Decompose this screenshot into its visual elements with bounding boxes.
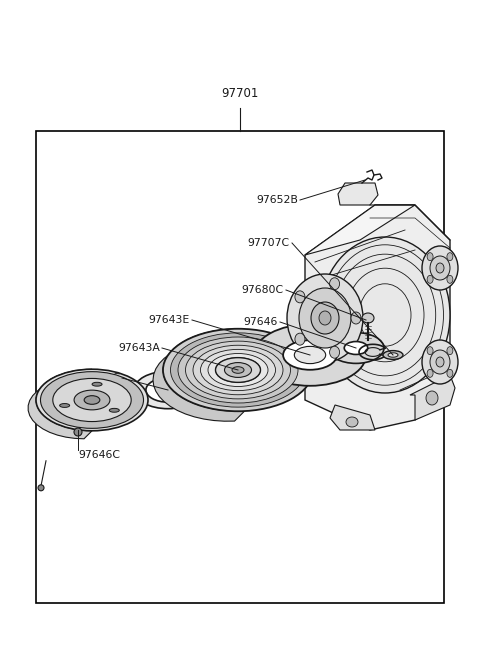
- Ellipse shape: [283, 340, 337, 370]
- Ellipse shape: [330, 346, 339, 358]
- Text: 97646C: 97646C: [78, 450, 120, 460]
- Ellipse shape: [447, 346, 453, 355]
- Ellipse shape: [40, 371, 144, 428]
- Text: 97701: 97701: [221, 87, 259, 100]
- Ellipse shape: [225, 363, 252, 377]
- Ellipse shape: [427, 253, 433, 261]
- Ellipse shape: [232, 367, 244, 373]
- Ellipse shape: [346, 417, 358, 427]
- Ellipse shape: [299, 288, 351, 348]
- Text: 97643A: 97643A: [118, 343, 160, 353]
- Polygon shape: [338, 183, 378, 205]
- Ellipse shape: [216, 358, 261, 383]
- Ellipse shape: [134, 371, 202, 409]
- Ellipse shape: [74, 428, 82, 436]
- Ellipse shape: [330, 278, 339, 290]
- Ellipse shape: [383, 350, 403, 360]
- Ellipse shape: [216, 358, 261, 383]
- Ellipse shape: [422, 246, 458, 290]
- Text: 97652B: 97652B: [256, 195, 298, 205]
- Ellipse shape: [388, 353, 398, 357]
- Ellipse shape: [178, 337, 298, 403]
- Ellipse shape: [295, 333, 305, 345]
- Ellipse shape: [328, 333, 384, 364]
- Ellipse shape: [422, 340, 458, 384]
- Ellipse shape: [74, 390, 110, 410]
- Ellipse shape: [427, 275, 433, 284]
- Ellipse shape: [295, 291, 305, 303]
- Ellipse shape: [319, 311, 331, 325]
- Ellipse shape: [362, 313, 374, 323]
- Polygon shape: [305, 205, 450, 430]
- Ellipse shape: [38, 485, 44, 491]
- Ellipse shape: [36, 369, 148, 431]
- Ellipse shape: [430, 350, 450, 374]
- Polygon shape: [28, 369, 92, 439]
- Polygon shape: [330, 405, 375, 430]
- Ellipse shape: [294, 346, 325, 364]
- Bar: [36, 131, 444, 603]
- Text: 97644C: 97644C: [78, 373, 120, 383]
- Ellipse shape: [146, 378, 190, 402]
- Ellipse shape: [351, 312, 361, 324]
- Ellipse shape: [84, 396, 100, 404]
- Ellipse shape: [193, 345, 283, 395]
- Ellipse shape: [427, 346, 433, 355]
- Ellipse shape: [447, 253, 453, 261]
- Ellipse shape: [287, 274, 363, 362]
- Ellipse shape: [311, 302, 339, 334]
- Ellipse shape: [254, 324, 366, 386]
- Ellipse shape: [60, 403, 70, 407]
- Ellipse shape: [92, 383, 102, 386]
- Text: 97680C: 97680C: [242, 285, 284, 295]
- Polygon shape: [153, 329, 244, 421]
- Ellipse shape: [320, 237, 450, 393]
- Ellipse shape: [447, 369, 453, 377]
- Ellipse shape: [208, 354, 268, 386]
- Text: 97646: 97646: [244, 317, 278, 327]
- Polygon shape: [305, 205, 415, 255]
- Ellipse shape: [53, 379, 131, 422]
- Ellipse shape: [447, 275, 453, 284]
- Ellipse shape: [436, 263, 444, 273]
- Ellipse shape: [201, 349, 276, 390]
- Ellipse shape: [163, 329, 313, 411]
- Ellipse shape: [426, 391, 438, 405]
- Ellipse shape: [430, 256, 450, 280]
- Ellipse shape: [109, 408, 120, 412]
- Text: 97707C: 97707C: [248, 238, 290, 248]
- Ellipse shape: [427, 369, 433, 377]
- Polygon shape: [410, 375, 455, 420]
- Text: 97643E: 97643E: [149, 315, 190, 325]
- Ellipse shape: [170, 333, 305, 407]
- Ellipse shape: [436, 357, 444, 367]
- Ellipse shape: [185, 341, 290, 399]
- Ellipse shape: [344, 341, 368, 354]
